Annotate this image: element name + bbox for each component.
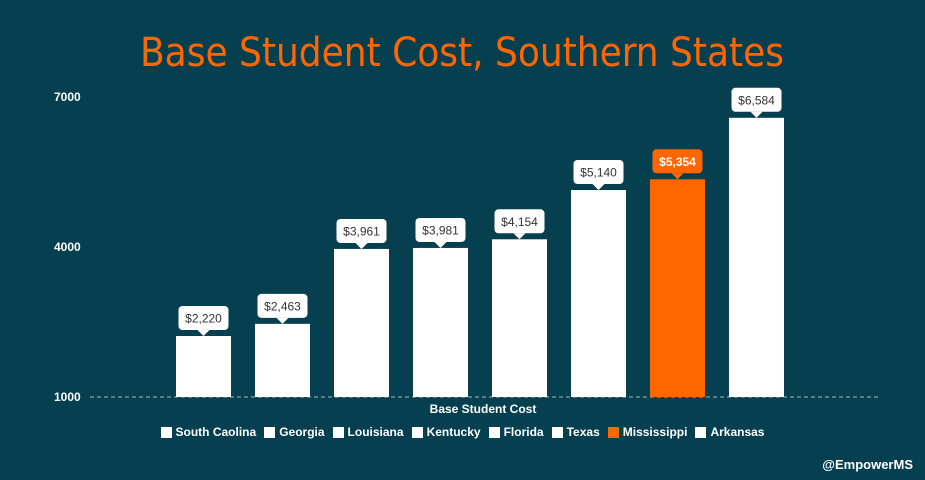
legend-label: Mississippi <box>622 425 688 439</box>
legend: South Caolina Georgia Louisiana Kentucky Flo… <box>0 425 925 439</box>
data-label-box <box>494 209 545 234</box>
chart-title: Base Student Cost, Southern States <box>140 30 784 76</box>
x-axis-label: Base Student Cost <box>430 402 537 416</box>
legend-swatch <box>607 426 619 438</box>
data-label: $5,140 <box>573 160 624 190</box>
bar-georgia <box>255 323 310 397</box>
legend-item-florida[interactable]: Florida <box>488 425 544 439</box>
legend-item-south-caolina[interactable]: South Caolina <box>160 425 257 439</box>
data-label-pointer <box>592 184 605 190</box>
legend-label: South Caolina <box>175 425 257 439</box>
bar-kentucky <box>413 247 468 397</box>
legend-item-texas[interactable]: Texas <box>551 425 600 439</box>
data-label-box <box>652 149 703 174</box>
data-label-text: $2,220 <box>185 312 222 326</box>
y-tick-label: 1000 <box>54 390 81 404</box>
data-label-pointer <box>513 233 526 240</box>
legend-label: Texas <box>566 425 600 439</box>
legend-item-kentucky[interactable]: Kentucky <box>411 425 481 439</box>
legend-swatch <box>264 426 276 438</box>
legend-swatch <box>160 426 172 438</box>
data-label-text: $3,961 <box>343 224 380 238</box>
data-label: $5,354 <box>652 149 703 180</box>
data-label-text: $3,981 <box>422 223 459 237</box>
legend-label: Kentucky <box>426 425 481 439</box>
data-label-pointer <box>671 173 684 180</box>
legend-swatch <box>551 426 563 438</box>
bars-group <box>176 117 784 398</box>
data-label-text: $5,140 <box>580 166 617 180</box>
legend-label: Louisiana <box>347 425 404 439</box>
data-label-text: $6,584 <box>738 93 775 107</box>
data-labels-group: $2,220 $2,463 $3,961 $3,981 $4,154 $5,140 $5,3… <box>178 87 782 336</box>
data-label: $2,220 <box>178 306 229 336</box>
data-label-text: $2,463 <box>264 299 301 313</box>
bar-louisiana <box>334 248 389 397</box>
data-label-text: $4,154 <box>501 215 538 229</box>
data-label-box <box>336 218 387 243</box>
legend-item-louisiana[interactable]: Louisiana <box>332 425 404 439</box>
data-label-box <box>731 87 782 112</box>
data-label-box <box>257 293 308 318</box>
y-axis: 1000 4000 7000 <box>54 90 81 404</box>
data-label-box <box>415 217 466 242</box>
legend-swatch <box>411 426 423 438</box>
bar-texas <box>571 190 626 397</box>
bar-south-caolina <box>176 336 231 397</box>
bar-arkansas <box>729 117 784 398</box>
y-tick-label: 4000 <box>54 240 81 254</box>
data-label: $3,981 <box>415 217 466 248</box>
legend-swatch <box>695 426 707 438</box>
legend-label: Arkansas <box>710 425 765 439</box>
legend-swatch <box>332 426 344 438</box>
data-label: $2,463 <box>257 293 308 324</box>
legend-item-georgia[interactable]: Georgia <box>264 425 325 439</box>
data-label: $6,584 <box>731 87 782 118</box>
credit-text: @EmpowerMS <box>822 457 913 472</box>
legend-swatch <box>488 426 500 438</box>
y-tick-label: 7000 <box>54 90 81 104</box>
data-label-box <box>573 160 624 184</box>
data-label-pointer <box>355 242 368 249</box>
data-label-pointer <box>276 317 289 324</box>
data-label: $3,961 <box>336 218 387 249</box>
data-label-text: $5,354 <box>659 155 696 169</box>
data-label-pointer <box>434 241 447 248</box>
data-label: $4,154 <box>494 209 545 240</box>
bar-florida <box>492 239 547 397</box>
data-label-pointer <box>197 330 210 336</box>
legend-item-arkansas[interactable]: Arkansas <box>695 425 764 439</box>
legend-item-mississippi[interactable]: Mississippi <box>607 425 688 439</box>
legend-label: Georgia <box>279 425 325 439</box>
data-label-box <box>178 306 229 330</box>
legend-label: Florida <box>503 425 544 439</box>
bar-mississippi <box>650 179 705 397</box>
data-label-pointer <box>750 111 763 118</box>
